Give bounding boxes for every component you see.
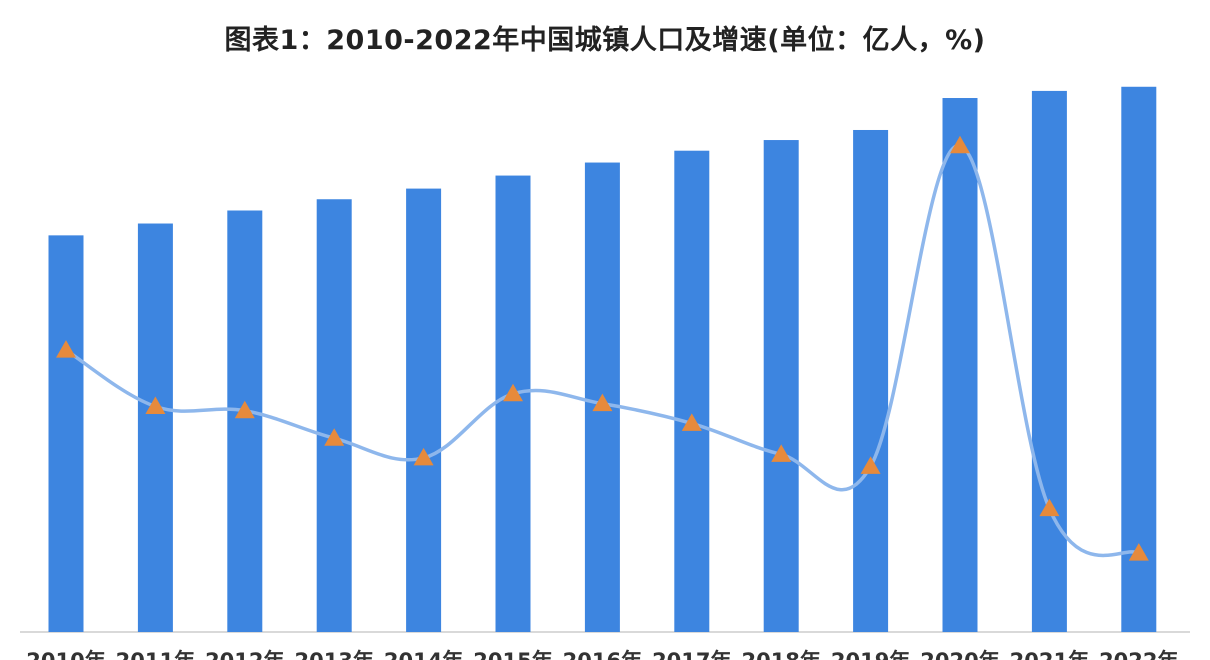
- x-tick-label: 2022年: [1099, 649, 1178, 660]
- x-tick-label: 2014年: [384, 649, 463, 660]
- bar-2011年: [137, 223, 173, 632]
- marker-2014年: [413, 447, 434, 466]
- bar-2013年: [316, 199, 352, 633]
- marker-2019年: [860, 456, 881, 474]
- bar-2017年: [674, 150, 710, 633]
- marker-2013年: [324, 428, 345, 446]
- bar-2018年: [763, 140, 799, 632]
- x-tick-label: 2015年: [473, 649, 552, 660]
- marker-2012年: [234, 400, 255, 419]
- marker-2010年: [56, 340, 76, 358]
- bar-2015年: [495, 175, 531, 632]
- marker-2022年: [1128, 543, 1149, 561]
- bar-2010年: [48, 235, 84, 633]
- bar-2021年: [1031, 90, 1067, 633]
- marker-2015年: [503, 383, 523, 402]
- bar-2020年: [942, 98, 978, 633]
- chart-title: 图表1：2010-2022年中国城镇人口及增速(单位：亿人，%): [224, 25, 986, 56]
- x-tick-label: 2016年: [563, 649, 642, 660]
- x-tick-label: 2019年: [831, 649, 910, 660]
- x-tick-label: 2011年: [116, 649, 195, 660]
- x-tick-label: 2013年: [294, 649, 373, 660]
- bar-2014年: [406, 188, 442, 633]
- x-tick-labels: 2010年 2011年 2012年 2013年 2014年 2015年 2016年 2017年…: [26, 649, 1178, 660]
- x-tick-label: 2017年: [652, 649, 731, 660]
- markers-layer: [56, 135, 1149, 561]
- x-tick-label: 2018年: [741, 649, 820, 660]
- x-tick-label: 2010年: [26, 649, 105, 660]
- bar-2012年: [227, 210, 263, 632]
- x-tick-label: 2021年: [1010, 649, 1089, 660]
- x-tick-label: 2012年: [205, 649, 284, 660]
- marker-2011年: [145, 396, 166, 414]
- bar-2022年: [1121, 86, 1157, 632]
- marker-2021年: [1039, 498, 1060, 517]
- bars-layer: [48, 86, 1157, 633]
- marker-2016年: [592, 393, 613, 412]
- marker-2017年: [681, 413, 702, 431]
- marker-2018年: [771, 444, 792, 462]
- bar-2019年: [853, 129, 889, 632]
- x-tick-label: 2020年: [920, 649, 999, 660]
- marker-2020年: [950, 135, 970, 154]
